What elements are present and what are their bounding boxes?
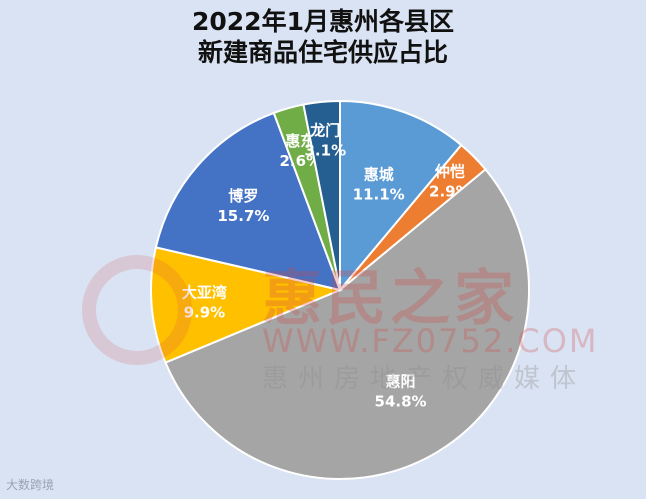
slice-category-label: 博罗: [228, 187, 258, 205]
slice-value-label: 15.7%: [217, 207, 269, 225]
pie-slice-4: [154, 111, 342, 292]
slice-category-label: 惠东: [285, 132, 315, 150]
slice-category-label: 惠城: [364, 165, 394, 183]
watermark-logo: [82, 255, 192, 365]
slice-value-label: 9.9%: [184, 303, 226, 321]
slice-value-label: 2.6%: [280, 152, 322, 170]
title-line-2: 新建商品住宅供应占比: [197, 38, 448, 67]
slice-value-label: 54.8%: [375, 392, 427, 410]
pie-slice-0: [339, 99, 463, 293]
watermark-tagline: 惠州房地产权威媒体: [262, 364, 587, 394]
pie-slice-2: [164, 167, 530, 480]
slice-value-label: 3.1%: [305, 142, 347, 160]
source-footer: 大数跨境: [6, 478, 55, 492]
slice-category-label: 龙门: [309, 122, 340, 140]
pie-slice-6: [302, 99, 341, 291]
slice-category-label: 大亚湾: [182, 283, 227, 301]
slice-category-label: 仲恺: [435, 163, 465, 181]
chart-title: 2022年1月惠州各县区 新建商品住宅供应占比: [0, 6, 646, 68]
title-line-1: 2022年1月惠州各县区: [192, 7, 454, 36]
watermark-url: WWW.FZ0752.COM: [262, 322, 599, 360]
slice-category-label: 惠阳: [386, 372, 416, 390]
watermark-brand: 惠民之家: [262, 264, 518, 334]
slice-value-label: 11.1%: [353, 185, 405, 203]
